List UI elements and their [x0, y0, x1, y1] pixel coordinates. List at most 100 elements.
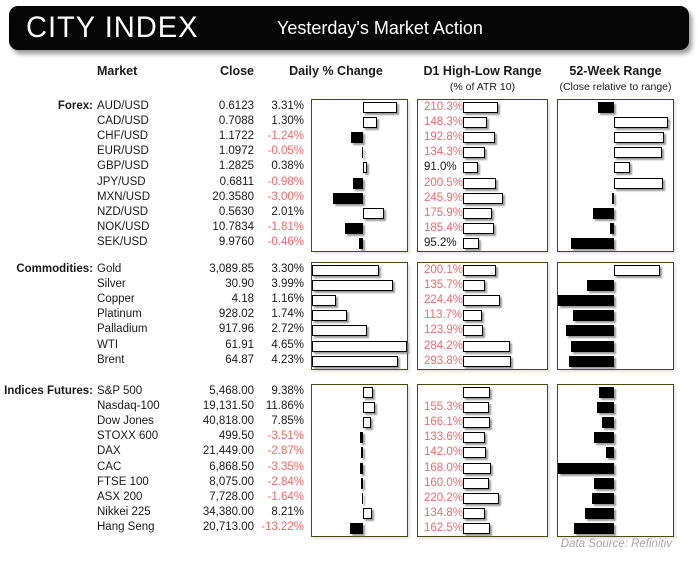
chart-row: 95.2%	[418, 236, 547, 251]
market-name: Copper	[97, 293, 135, 306]
daily-change-bar	[360, 477, 364, 489]
daily-change-value: 4.23%	[271, 353, 304, 366]
chart-row: 185.4%	[418, 221, 547, 236]
chart-row	[312, 385, 407, 400]
chart-row: 123.9%	[418, 323, 547, 338]
daily-change-value: 1.16%	[271, 293, 304, 306]
daily-change-value: -13.22%	[261, 520, 304, 533]
w52-range-bar	[609, 222, 614, 234]
w52-range-bar	[605, 447, 614, 459]
market-row: Hang Seng 20,713.00 -13.22%	[0, 520, 560, 535]
close-value: 4.18	[231, 293, 254, 306]
chart-row: 200.5%	[418, 176, 547, 191]
chart-row	[558, 400, 673, 415]
w52-range-bar	[614, 147, 663, 159]
w52-range-bar	[558, 462, 614, 474]
market-row: Dow Jones 40,818.00 7.85%	[0, 414, 560, 429]
d1-range-bar	[463, 102, 498, 113]
d1-range-value: 185.4%	[424, 221, 464, 234]
market-row: Brent 64.87 4.23%	[0, 353, 560, 368]
market-name: Palladium	[97, 323, 148, 336]
market-row: EUR/USD 1.0972 -0.05%	[0, 144, 560, 159]
d1-range-value: 113.7%	[424, 309, 463, 322]
market-row: Indices Futures: S&P 500 5,468.00 9.38%	[0, 384, 560, 399]
d1-range-bar	[463, 507, 486, 519]
daily-change-value: -2.87%	[267, 445, 304, 458]
chart-row: 113.7%	[418, 308, 547, 323]
market-name: AUD/USD	[97, 100, 149, 112]
d1-range-value: 162.5%	[424, 521, 464, 534]
daily-change-bar	[312, 355, 399, 367]
close-value: 20.3580	[212, 190, 254, 203]
d1-range-value: 123.9%	[424, 324, 464, 337]
market-name: Gold	[97, 263, 122, 275]
chart-row	[312, 278, 407, 293]
close-value: 1.1722	[218, 130, 254, 143]
daily-change-bar	[363, 207, 384, 219]
close-value: 8,075.00	[209, 475, 254, 488]
market-name: NOK/USD	[97, 220, 150, 233]
chart-row	[312, 354, 407, 369]
daily-change-bar	[363, 162, 368, 174]
column-header-close: Close	[219, 64, 254, 78]
chart-row	[312, 263, 407, 278]
market-name: FTSE 100	[97, 475, 149, 488]
d1-range-value: 293.8%	[424, 354, 464, 367]
chart-row: 210.3%	[418, 100, 547, 115]
d1-range-bar	[463, 295, 500, 307]
d1-range-value: 142.0%	[424, 446, 464, 459]
close-value: 10.7834	[212, 220, 254, 233]
chart-row	[312, 176, 407, 191]
chart-row	[312, 130, 407, 145]
d1-range-chart: 200.1% 135.7% 224.4% 113.7% 123.9% 284.2% 293.…	[417, 262, 548, 370]
chart-row	[312, 521, 407, 536]
d1-range-bar	[463, 265, 496, 276]
daily-change-bar	[350, 132, 364, 144]
d1-range-value: 245.9%	[424, 191, 464, 204]
chart-row	[558, 145, 673, 160]
market-name: CAC	[97, 460, 122, 473]
close-value: 34,380.00	[202, 505, 254, 518]
daily-change-chart	[311, 99, 408, 252]
market-name: Nasdaq-100	[97, 400, 160, 413]
d1-range-bar	[463, 402, 489, 414]
chart-row	[558, 339, 673, 354]
daily-change-bar	[361, 147, 364, 159]
market-row: Nikkei 225 34,380.00 8.21%	[0, 505, 560, 520]
daily-change-bar	[312, 325, 368, 337]
daily-change-value: 1.74%	[271, 308, 304, 321]
d1-range-bar	[463, 192, 504, 204]
close-value: 0.5630	[218, 205, 254, 218]
chart-row	[558, 278, 673, 293]
chart-row: 284.2%	[418, 339, 547, 354]
data-source-note: Data Source: Refinitiv	[560, 538, 672, 550]
chart-row	[558, 206, 673, 221]
daily-change-value: -0.98%	[267, 175, 304, 188]
chart-row	[558, 100, 673, 115]
d1-range-value: 155.3%	[424, 401, 464, 414]
close-value: 61.91	[225, 338, 254, 351]
chart-row	[558, 236, 673, 251]
daily-change-value: -0.05%	[267, 145, 304, 158]
market-name: MXN/USD	[97, 190, 151, 203]
d1-range-value: 91.0%	[424, 161, 457, 174]
daily-change-value: -3.00%	[267, 190, 304, 203]
d1-range-bar	[463, 522, 490, 534]
chart-row	[312, 100, 407, 115]
close-value: 499.50	[218, 430, 254, 443]
close-value: 64.87	[225, 353, 254, 366]
w52-range-bar	[558, 295, 614, 307]
market-name: Dow Jones	[97, 415, 154, 428]
d1-range-bar	[463, 477, 490, 489]
chart-row	[558, 445, 673, 460]
section-label: Commodities:	[16, 263, 93, 275]
close-value: 30.90	[225, 278, 254, 291]
w52-range-bar	[597, 102, 614, 113]
w52-range-bar	[614, 132, 664, 144]
daily-change-bar	[358, 237, 364, 249]
chart-row: 162.5%	[418, 521, 547, 536]
d1-range-chart: 210.3% 148.3% 192.8% 134.3% 91.0% 200.5% 245.9…	[417, 99, 548, 252]
close-value: 40,818.00	[202, 415, 254, 428]
daily-change-bar	[361, 492, 364, 504]
chart-row: 134.3%	[418, 145, 547, 160]
